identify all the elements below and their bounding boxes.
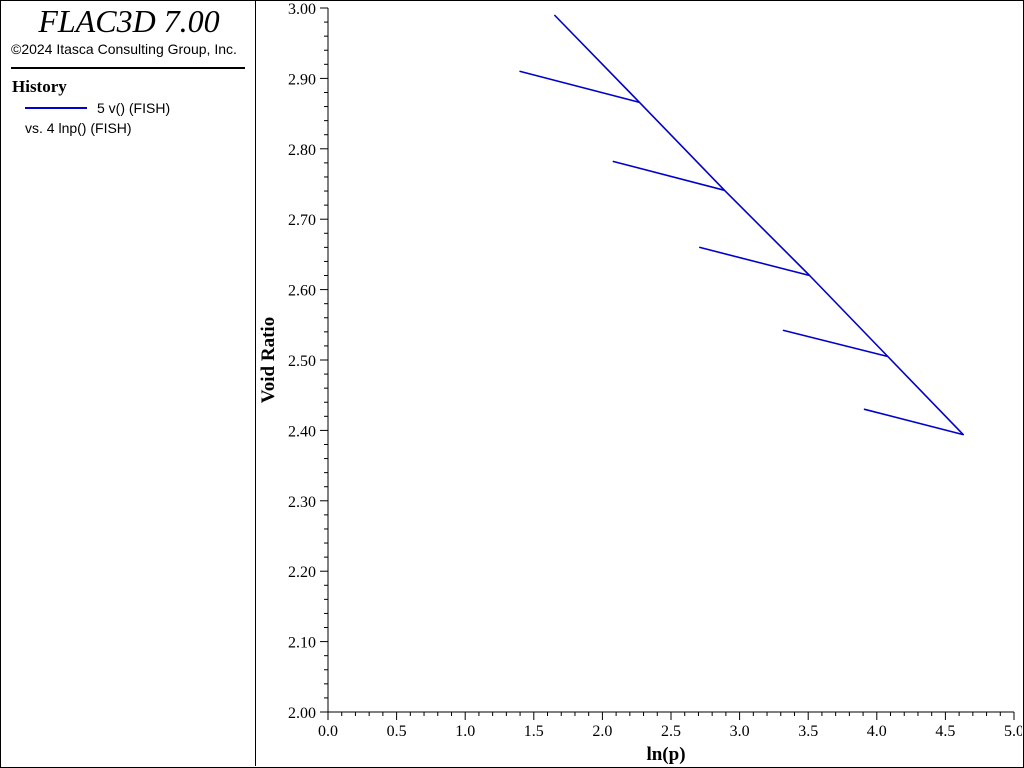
copyright-text: ©2024 Itasca Consulting Group, Inc. xyxy=(11,41,237,57)
axes: 0.0 0.5 1.0 1.5 2.0 2.5 3.0 3.5 4.0 4.5 5.0 2.00 2.1… xyxy=(288,1,1022,740)
series-layer xyxy=(519,14,965,436)
legend-vs-label: vs. 4 lnp() (FISH) xyxy=(25,120,132,136)
x-tick-label: 4.5 xyxy=(935,723,955,740)
app-title: FLAC3D 7.00 xyxy=(38,3,220,39)
x-tick-label: 1.5 xyxy=(524,723,544,740)
legend-heading: History xyxy=(12,77,67,96)
y-tick-label: 2.80 xyxy=(288,142,316,159)
x-tick-label: 1.0 xyxy=(455,723,475,740)
y-tick-label: 2.70 xyxy=(288,212,316,229)
legend-series-label: 5 v() (FISH) xyxy=(97,100,171,116)
series-line xyxy=(519,14,965,436)
legend-panel: FLAC3D 7.00 ©2024 Itasca Consulting Grou… xyxy=(1,1,256,766)
x-tick-label: 0.0 xyxy=(318,723,338,740)
plot-area: 0.0 0.5 1.0 1.5 2.0 2.5 3.0 3.5 4.0 4.5 5.0 2.00 2.1… xyxy=(258,1,1022,765)
y-tick-label: 2.90 xyxy=(288,71,316,88)
y-tick-label: 2.50 xyxy=(288,353,316,370)
x-tick-label: 3.0 xyxy=(730,723,750,740)
x-tick-label: 0.5 xyxy=(387,723,407,740)
x-tick-label: 5.0 xyxy=(1004,723,1022,740)
legend-divider xyxy=(11,67,245,69)
y-tick-label: 2.00 xyxy=(288,705,316,722)
x-tick-label: 4.0 xyxy=(867,723,887,740)
x-axis-title: ln(p) xyxy=(646,744,685,765)
y-tick-label: 2.30 xyxy=(288,494,316,511)
y-tick-label: 3.00 xyxy=(288,1,316,18)
y-axis-title: Void Ratio xyxy=(258,317,279,403)
y-tick-label: 2.20 xyxy=(288,564,316,581)
y-tick-label: 2.60 xyxy=(288,283,316,300)
x-tick-label: 3.5 xyxy=(798,723,818,740)
y-tick-label: 2.40 xyxy=(288,423,316,440)
x-tick-label: 2.5 xyxy=(661,723,681,740)
x-tick-label: 2.0 xyxy=(592,723,612,740)
y-tick-label: 2.10 xyxy=(288,635,316,652)
legend-line-swatch xyxy=(25,107,87,109)
